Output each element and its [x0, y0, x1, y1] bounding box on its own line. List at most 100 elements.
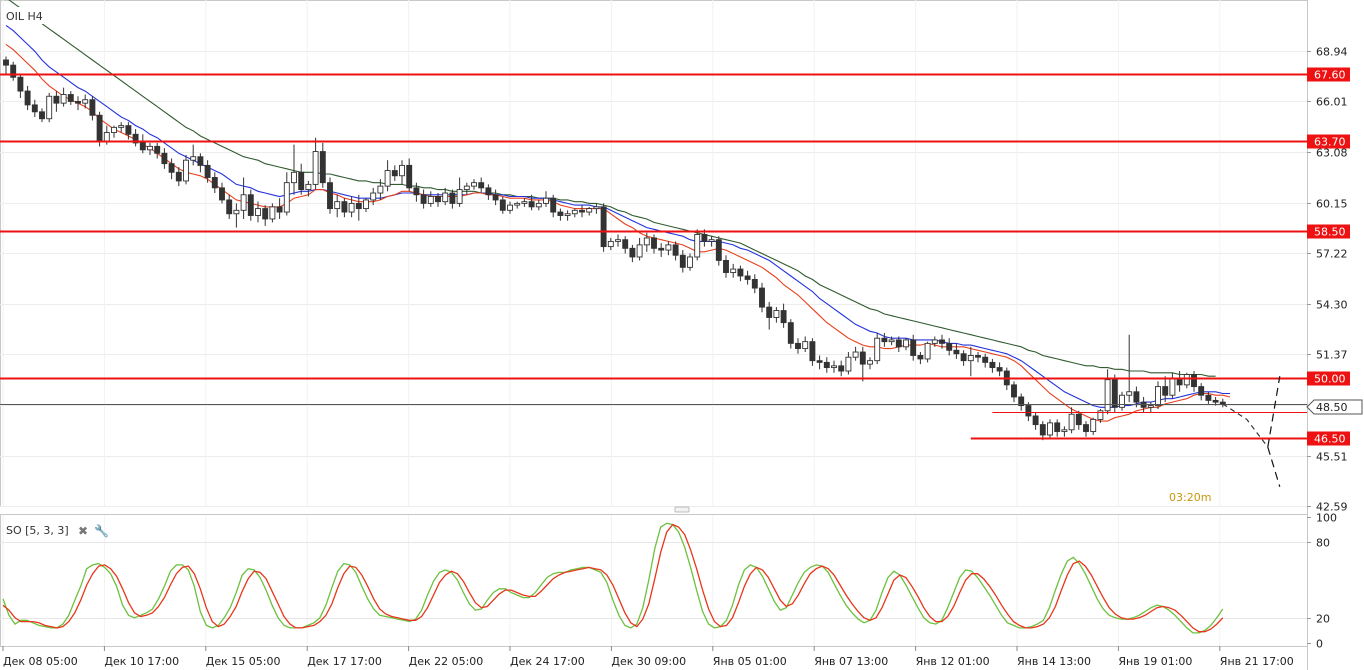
candle-body [291, 171, 297, 184]
time-tick-label: Янв 05 01:00 [713, 655, 787, 668]
candle-body [514, 202, 521, 206]
candle [391, 165, 398, 181]
candle-body [17, 76, 24, 92]
candle [442, 187, 449, 206]
candle [363, 198, 369, 213]
candle-body [1039, 424, 1046, 436]
price-tick-label: 45.51 [1316, 451, 1348, 464]
price-tick-label: 66.01 [1316, 96, 1348, 109]
candle-body [3, 59, 9, 66]
projection-path [1222, 376, 1281, 487]
candle-body [53, 95, 60, 104]
candle [507, 201, 513, 214]
candle [744, 270, 751, 285]
candle-body [1047, 422, 1053, 436]
candle-body [247, 194, 254, 216]
candle [82, 94, 89, 109]
candle-body [125, 125, 132, 135]
candle-body [1011, 384, 1017, 398]
candle [571, 208, 578, 218]
candle [1039, 421, 1046, 441]
candle [960, 350, 967, 366]
candle [67, 91, 74, 105]
close-icon[interactable]: ✖ [78, 524, 88, 538]
time-tick-label: Дек 15 05:00 [206, 655, 281, 668]
candle-body [377, 185, 384, 194]
candle [1075, 410, 1082, 430]
candle-body [1219, 401, 1226, 405]
candle-body [838, 365, 845, 372]
candle-body [132, 133, 139, 144]
candle [823, 357, 830, 373]
price-tick-label: 42.59 [1316, 501, 1348, 514]
candle [53, 91, 60, 112]
time-tick-label: Дек 22 05:00 [409, 655, 484, 668]
candle [175, 167, 182, 187]
candle-body [759, 287, 765, 308]
candle [456, 177, 463, 207]
candle-body [1147, 405, 1154, 408]
candle [262, 205, 269, 226]
candle-body [1025, 405, 1032, 417]
candle-body [1068, 413, 1075, 431]
current-price-label: 48.50 [1316, 401, 1348, 414]
candle [197, 153, 204, 173]
candle-body [910, 339, 917, 356]
candle [622, 236, 629, 254]
candle-body [471, 182, 477, 187]
projection-down-path [1222, 403, 1269, 448]
time-tick-label: Дек 08 05:00 [3, 655, 78, 668]
candle [60, 87, 67, 107]
candle-body [543, 197, 549, 204]
candle [276, 198, 283, 219]
panel-resize-handle[interactable] [674, 506, 690, 513]
candle-body [1119, 394, 1125, 408]
settings-wrench-icon[interactable]: 🔧 [94, 523, 109, 538]
osc-tick-label: 100 [1316, 512, 1337, 525]
candle-body [636, 244, 643, 258]
candle [168, 158, 175, 180]
candle-body [67, 94, 74, 102]
candle-body [773, 310, 780, 318]
candle [881, 333, 888, 347]
candle-body [917, 355, 924, 360]
candle-body [399, 164, 405, 177]
candle [694, 229, 701, 261]
candle-body [298, 171, 305, 191]
candle [39, 108, 45, 123]
candle [607, 237, 614, 251]
horizontal-levels[interactable]: 67.60 63.70 58.50 50.00 46.50 [0, 67, 1350, 446]
candle-body [1054, 422, 1061, 432]
time-tick-label: Янв 21 17:00 [1220, 655, 1294, 668]
candle [355, 194, 362, 221]
stochastic-k-line [2, 522, 1224, 634]
candle [528, 194, 535, 211]
osc-tick-label: 20 [1316, 613, 1330, 626]
candle [809, 338, 816, 366]
candle-body [1212, 399, 1219, 403]
candle [780, 303, 787, 328]
candle-body [420, 194, 427, 204]
candle-body [557, 211, 564, 216]
level-label-bg [1307, 371, 1350, 386]
candle [1111, 374, 1118, 413]
time-tick-label: Янв 14 13:00 [1017, 655, 1091, 668]
candle-body [903, 339, 909, 348]
candle-body [895, 339, 902, 348]
candle-body [586, 208, 593, 213]
candle-body [204, 164, 211, 178]
ma-fast-line [5, 43, 1231, 422]
price-tick-label: 51.37 [1316, 349, 1348, 362]
candle-body [701, 234, 708, 242]
candle-body [492, 194, 499, 201]
projection-bull-branch [1267, 376, 1281, 448]
candle-body [939, 339, 945, 344]
candle-body [197, 156, 204, 166]
candle-body [744, 275, 751, 280]
candle-body [211, 177, 218, 189]
candle-body [499, 199, 506, 211]
time-tick-label: Янв 19 01:00 [1118, 655, 1192, 668]
candle-body [687, 256, 693, 268]
candle [867, 357, 873, 370]
candle-body [996, 367, 1003, 372]
